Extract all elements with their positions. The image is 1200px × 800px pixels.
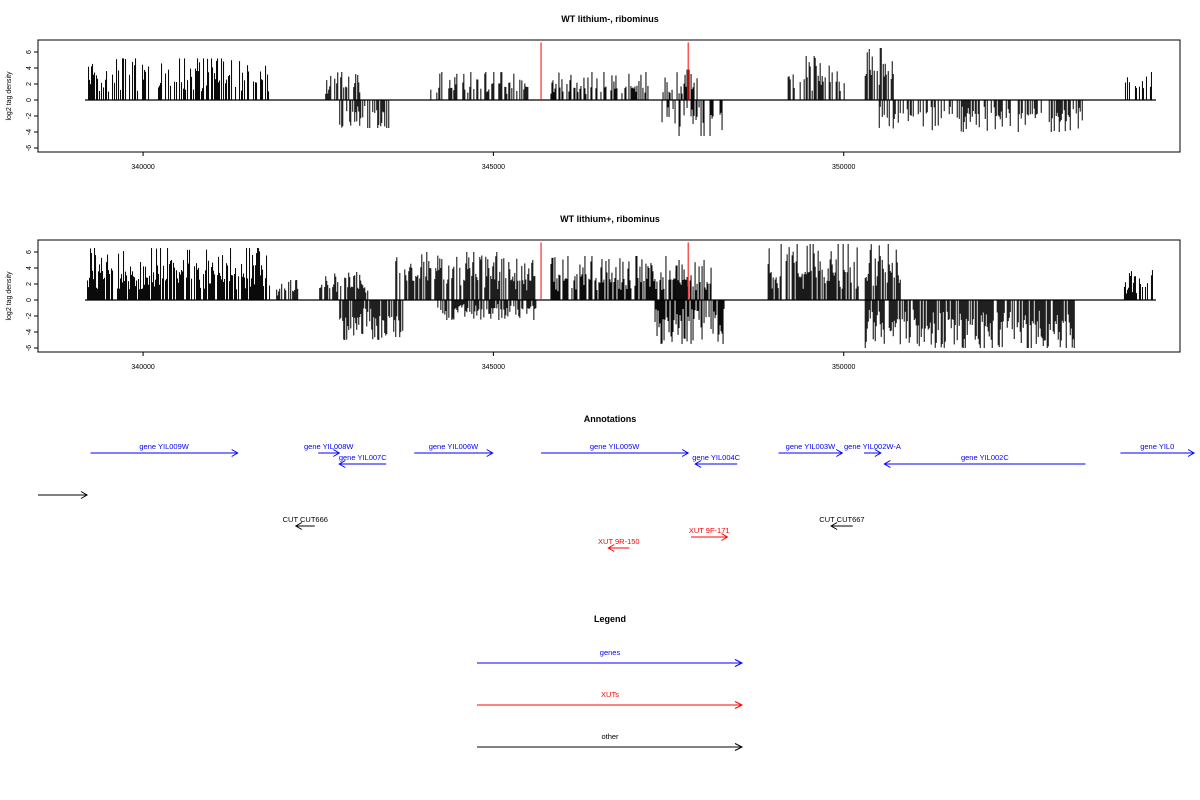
legend-label: XUTs [601,690,619,699]
y-tick-label: -4 [26,129,33,135]
annotation-feature: XUT 9R-150 [598,537,640,552]
plot-frame [37,239,1181,353]
annotation-arrow-head [607,544,615,552]
annotation-feature: gene YIL0 [1120,442,1196,457]
annotation-label: gene YIL008W [304,442,354,451]
y-axis-label: log2 tag density [6,271,13,321]
legend-arrow-head [734,743,744,751]
y-tick-label: 6 [26,50,33,54]
y-tick-label: 0 [26,98,33,102]
plus-strand-series [87,244,1153,300]
annotation-arrow-head [80,491,89,499]
annotation-arrow-head [231,449,239,457]
annotation-feature: gene YIL005W [541,442,690,457]
annotation-feature: gene YIL002C [883,453,1086,468]
legend-label: other [601,732,619,741]
annotation-label: gene YIL003W [786,442,836,451]
legend-panel: Legend genes XUTs other [477,614,744,751]
annotation-label: gene YIL002C [961,453,1009,462]
minus-strand-series [339,300,1075,348]
annotation-feature: gene YIL003W [778,442,844,457]
y-axis-label: log2 tag density [6,71,13,121]
annotation-feature: gene YIL004C [692,453,741,468]
x-tick-label: 350000 [832,364,855,371]
y-tick-label: 6 [26,250,33,254]
y-tick-label: -6 [26,145,33,151]
annotation-feature: gene YIL007C [338,453,387,468]
annotations-title: Annotations [584,414,637,424]
plus-strand-series [88,48,1152,100]
annotation-label: gene YIL002W-A [844,442,901,451]
x-tick-label: 340000 [131,364,154,371]
y-tick-label: -2 [26,313,33,319]
annotation-feature: CUT CUT666 [283,515,328,530]
x-tick-label: 345000 [482,164,505,171]
x-tick-label: 340000 [131,164,154,171]
legend-arrow-head [734,659,744,667]
annotation-label: CUT CUT667 [819,515,864,524]
y-tick-label: -2 [26,113,33,119]
legend-item: other [477,732,744,751]
annotation-feature: CUT CUT667 [819,515,865,530]
annotation-label: gene YIL0 [1140,442,1174,451]
annotations-panel: Annotations gene YIL009W gene YIL008W gene … [38,414,1196,552]
x-tick-label: 345000 [482,364,505,371]
y-tick-label: 0 [26,298,33,302]
x-tick-label: 350000 [832,164,855,171]
annotation-label: gene YIL006W [429,442,479,451]
annotation-arrow-head [874,449,882,457]
annotation-arrow-head [694,460,702,468]
annotation-arrow-head [830,522,838,530]
annotation-feature: gene YIL008W [304,442,354,457]
annotation-feature: gene YIL006W [414,442,494,457]
annotation-label: gene YIL005W [590,442,640,451]
chart-title: WT lithium-, ribominus [561,14,659,24]
legend-label: genes [600,648,621,657]
annotation-label: CUT CUT666 [283,515,328,524]
annotation-arrow-head [333,449,341,457]
y-tick-label: 2 [26,282,33,286]
y-tick-label: 2 [26,82,33,86]
annotation-arrow-head [338,460,346,468]
annotation-label: gene YIL009W [139,442,189,451]
track-panel-lithium-minus: WT lithium-, ribominus log2 tag density -6… [6,14,1181,171]
chart-title: WT lithium+, ribominus [560,214,660,224]
annotation-label: XUT 9F-171 [689,526,730,535]
y-tick-label: 4 [26,266,33,270]
annotation-arrow-head [681,449,690,457]
track-panel-lithium-plus: WT lithium+, ribominus log2 tag density -6… [6,214,1181,371]
annotation-label: gene YIL004C [692,453,740,462]
annotation-arrow-head [1187,449,1196,457]
plot-frame [37,39,1181,153]
annotation-label: gene YIL007C [339,453,387,462]
y-tick-label: -6 [26,345,33,351]
annotation-label: XUT 9R-150 [598,537,640,546]
legend-item: genes [477,648,744,667]
legend-title: Legend [594,614,626,624]
legend-arrow-head [734,701,744,709]
y-tick-label: -4 [26,329,33,335]
legend-item: XUTs [477,690,744,709]
annotation-arrow-head [721,533,729,541]
annotation-feature: XUT 9F-171 [689,526,730,541]
annotation-feature: gene YIL002W-A [844,442,901,457]
y-tick-label: 4 [26,66,33,70]
minus-strand-series [339,100,1083,136]
annotation-arrow-head [486,449,494,457]
annotation-feature [38,491,89,499]
annotation-arrow-head [883,460,891,468]
annotation-feature: gene YIL009W [90,442,239,457]
annotation-arrow-head [836,449,844,457]
annotation-arrow-head [294,522,303,530]
